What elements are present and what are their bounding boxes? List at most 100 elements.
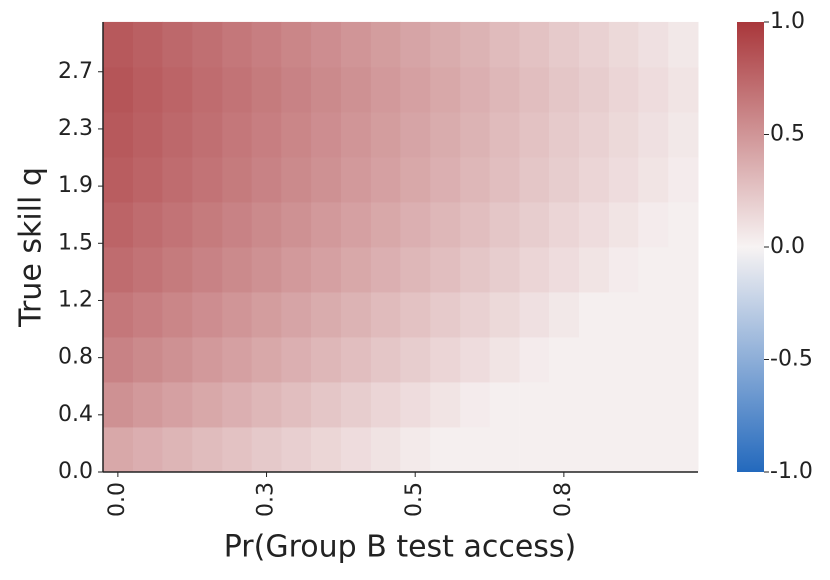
heatmap-cell [370,111,402,158]
heatmap-cell [548,291,580,338]
heatmap-cell [519,426,550,473]
heatmap-cell [340,426,372,473]
heatmap-cell [311,66,342,113]
heatmap-cell [400,381,431,428]
heatmap-cell [311,156,342,203]
heatmap-cell [222,21,253,68]
heatmap-cell [460,336,491,383]
heatmap-cell [400,246,431,293]
heatmap-cell [102,381,134,428]
heatmap-cell [608,21,640,68]
heatmap-cell [192,21,223,68]
heatmap-cell [251,21,282,68]
heatmap-cell [281,336,312,383]
heatmap-cell [460,111,491,158]
heatmap-cell [430,381,461,428]
heatmap-cell [311,201,342,248]
heatmap-cell [668,201,699,248]
heatmap-cell [668,291,699,338]
heatmap-cell [430,21,461,68]
x-tick-label: 0.8 [551,482,576,517]
heatmap-cell [340,66,372,113]
heatmap-cell [430,201,461,248]
heatmap-cell [489,381,520,428]
y-tick-label: 1.2 [58,287,93,312]
x-tick-label: 0.5 [402,482,427,517]
heatmap-cell [222,156,253,203]
heatmap-cell [192,156,223,203]
heatmap-cell [340,336,372,383]
heatmap-cell [668,381,699,428]
heatmap-cell [400,426,431,473]
heatmap-cell [311,381,342,428]
heatmap-cell [281,111,312,158]
heatmap-cell [222,426,253,473]
heatmap-cell [102,246,134,293]
heatmap-cell [132,156,164,203]
heatmap-cell [608,111,640,158]
heatmap-cell [192,426,223,473]
heatmap-cell [340,246,372,293]
heatmap-cell [311,291,342,338]
heatmap-cell [548,336,580,383]
heatmap-cell [548,111,580,158]
colorbar-tick-label: -1.0 [770,459,813,484]
heatmap-cell [519,111,550,158]
heatmap-cell [370,21,402,68]
heatmap-cell [608,336,640,383]
y-tick-label: 1.5 [58,230,93,255]
heatmap-cell [340,111,372,158]
heatmap-cell [578,21,610,68]
heatmap-cell [578,336,610,383]
heatmap-cell [281,381,312,428]
heatmap-cell [668,66,699,113]
heatmap-cell [311,336,342,383]
heatmap-cell [638,111,669,158]
heatmap-cell [102,336,134,383]
heatmap-cell [430,291,461,338]
heatmap-cell [370,381,402,428]
heatmap-cell [251,201,282,248]
heatmap-cell [548,201,580,248]
y-tick-label: 1.9 [58,173,93,198]
heatmap-cell [311,426,342,473]
heatmap-cell [132,21,164,68]
heatmap-cell [281,66,312,113]
heatmap-cell [638,381,669,428]
heatmap-cell [132,111,164,158]
colorbar-tick-label: 0.0 [770,234,805,259]
heatmap-cell [548,156,580,203]
heatmap-cell [370,246,402,293]
heatmap-cell [460,426,491,473]
heatmap-cell [162,291,193,338]
y-tick-label: 2.3 [58,116,93,141]
heatmap-cell [192,201,223,248]
heatmap-cell [519,336,550,383]
heatmap-cell [638,201,669,248]
heatmap-cell [370,156,402,203]
heatmap-cell [430,426,461,473]
heatmap-cell [400,66,431,113]
heatmap-cell [102,66,134,113]
heatmap-cell [668,246,699,293]
heatmap-cell [489,66,520,113]
heatmap-cell [489,336,520,383]
heatmap-cell [400,111,431,158]
heatmap-cell [162,111,193,158]
heatmap-cell [460,201,491,248]
heatmap-cell [370,66,402,113]
heatmap-cell [578,291,610,338]
heatmap-cell [548,426,580,473]
heatmap-cell [489,111,520,158]
y-axis-title: True skill q [14,167,49,328]
heatmap-cell [519,66,550,113]
heatmap-cell [222,66,253,113]
heatmap-cell [548,381,580,428]
heatmap-cell [608,66,640,113]
heatmap-cell [311,21,342,68]
heatmap-cell [460,291,491,338]
x-tick-label: 0.0 [105,482,130,517]
heatmap-cell [102,21,134,68]
heatmap-cell [192,336,223,383]
heatmap-cell [460,21,491,68]
